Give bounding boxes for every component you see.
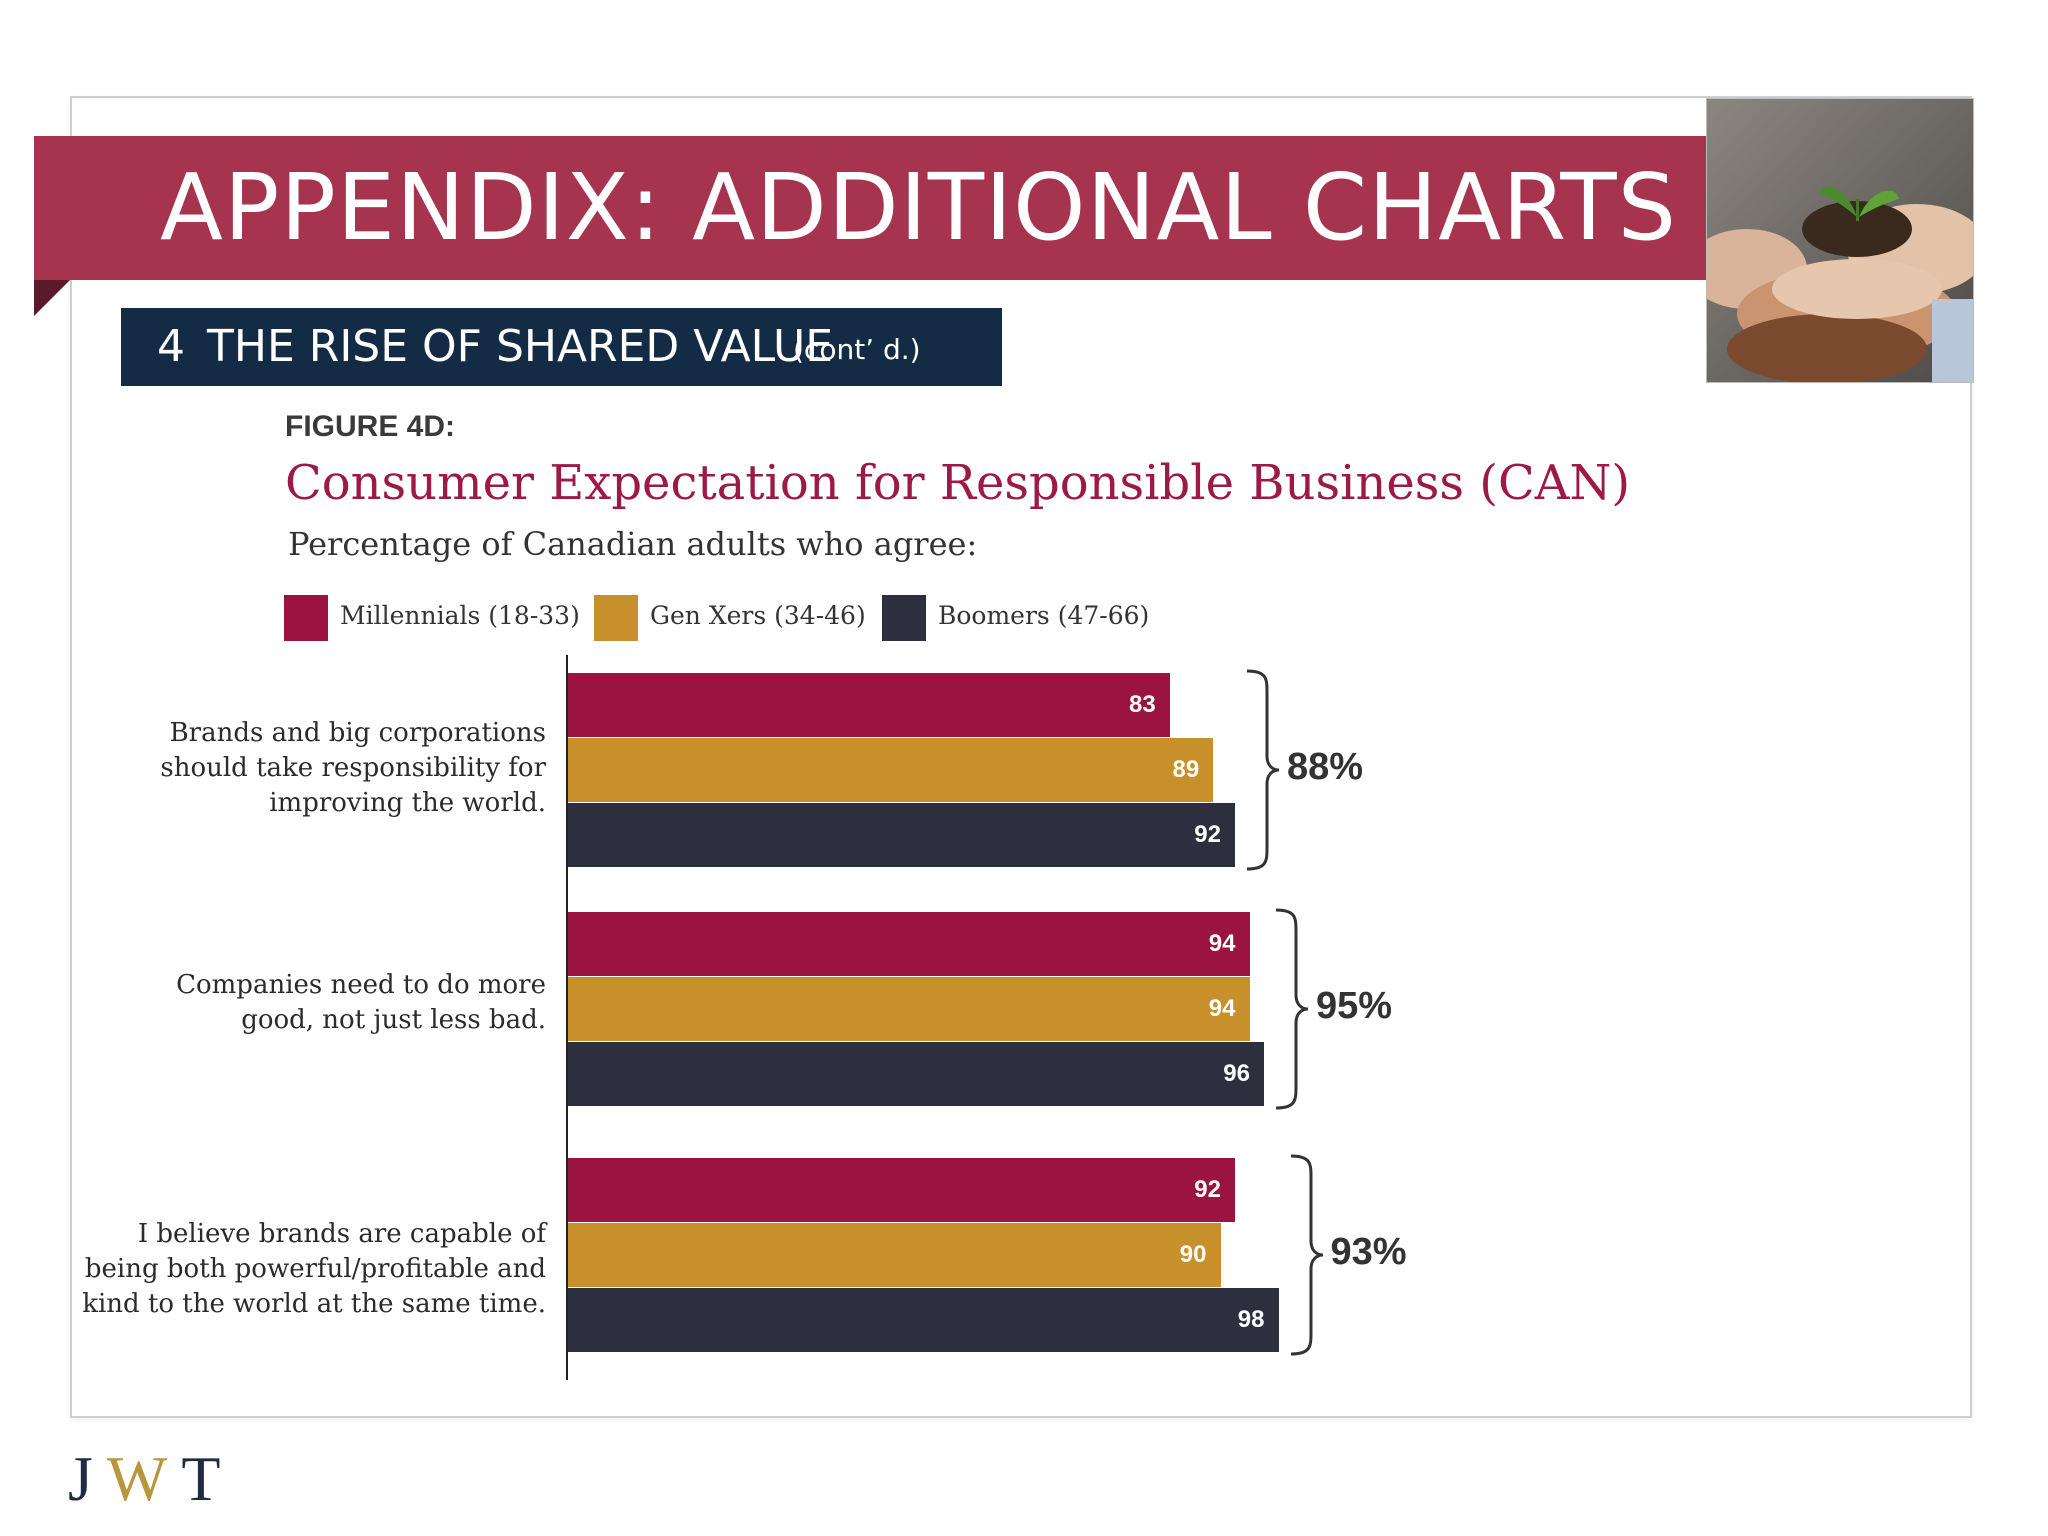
bar-group-2-series-1: 94 — [568, 912, 1250, 976]
section-number: 4 — [157, 321, 185, 372]
bar-value-label: 92 — [1194, 821, 1221, 848]
brace-group-2 — [1275, 908, 1309, 1110]
bar-value-label: 96 — [1223, 1060, 1250, 1087]
logo-letter-j: J — [68, 1443, 107, 1514]
group-total-group-1: 88% — [1287, 746, 1364, 788]
bar-group-3-series-1: 92 — [568, 1158, 1235, 1222]
group-total-group-3: 93% — [1330, 1231, 1407, 1273]
figure-label: FIGURE 4D: — [285, 410, 456, 443]
section-title: THE RISE OF SHARED VALUE — [207, 321, 834, 372]
bar-value-label: 90 — [1179, 1241, 1207, 1268]
category-label-3: I believe brands are capable of being bo… — [82, 1219, 546, 1319]
title-banner — [34, 136, 1706, 280]
chart-title: Consumer Expectation for Responsible Bus… — [285, 455, 1631, 511]
bar-group-2-series-2: 94 — [568, 977, 1250, 1041]
legend-swatch-millennials — [284, 595, 328, 641]
section-suffix: (cont’ d.) — [793, 333, 921, 366]
brace-group-3 — [1290, 1154, 1323, 1356]
bar-value-label: 92 — [1194, 1176, 1221, 1203]
bar-group-1-series-1: 83 — [568, 673, 1170, 737]
bar-value-label: 83 — [1129, 691, 1156, 718]
section-bar: 4 THE RISE OF SHARED VALUE (cont’ d.) — [121, 308, 1002, 386]
legend-label-millennials: Millennials (18-33) — [340, 601, 580, 630]
banner-fold — [34, 280, 70, 316]
logo-letter-t: T — [181, 1443, 235, 1514]
category-axis-line — [566, 655, 568, 1380]
bar-group-1-series-3: 92 — [568, 803, 1235, 867]
logo-letter-w: W — [106, 1443, 182, 1514]
bar-group-2-series-3: 96 — [568, 1042, 1264, 1106]
legend-swatch-gen-x — [594, 595, 638, 641]
legend-label-gen-x: Gen Xers (34-46) — [650, 601, 866, 630]
bar-value-label: 98 — [1237, 1306, 1265, 1333]
bar-group-3-series-3: 98 — [568, 1288, 1279, 1352]
category-label-2: Companies need to do more good, not just… — [176, 970, 546, 1035]
bar-value-label: 89 — [1172, 756, 1200, 783]
bar-value-label: 94 — [1208, 930, 1236, 957]
category-label-1: Brands and big corporations should take … — [160, 718, 546, 818]
bar-group-1-series-2: 89 — [568, 738, 1214, 802]
chart-subtitle: Percentage of Canadian adults who agree: — [288, 525, 978, 563]
legend-label-boomers: Boomers (47-66) — [938, 601, 1150, 630]
bar-value-label: 94 — [1208, 995, 1236, 1022]
bar-group-3-series-2: 90 — [568, 1223, 1221, 1287]
group-total-group-2: 95% — [1316, 985, 1393, 1027]
hands-plant-photo — [1706, 98, 1974, 383]
slide-title: APPENDIX: ADDITIONAL CHARTS — [160, 154, 1678, 261]
jwt-logo: JWT — [68, 1442, 234, 1516]
brace-group-1 — [1246, 669, 1280, 871]
legend-swatch-boomers — [882, 595, 926, 641]
